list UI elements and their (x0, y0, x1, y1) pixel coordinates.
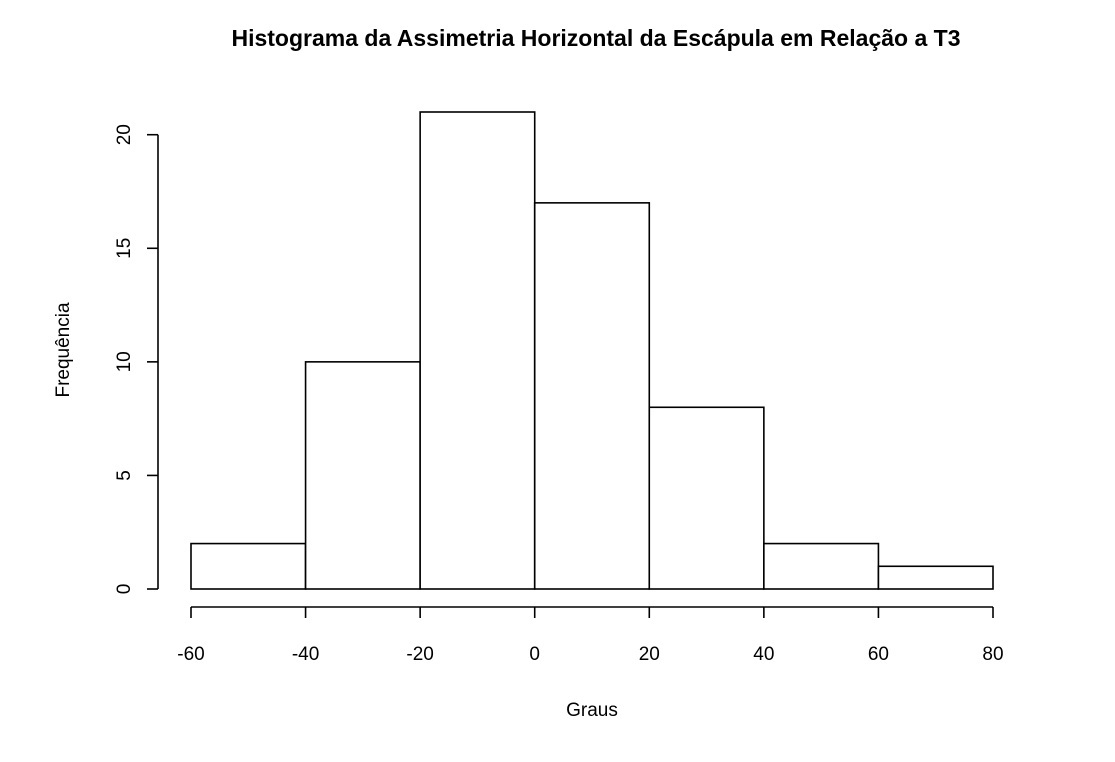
histogram-bar-2 (419, 111, 536, 590)
histogram-bar-0 (190, 542, 307, 590)
histogram-bar-1 (304, 361, 421, 590)
y-tick-label: 0 (114, 584, 135, 595)
x-tick-label: 0 (529, 644, 540, 665)
y-tick-label: 5 (114, 470, 135, 481)
x-tick-label: 40 (753, 644, 774, 665)
chart-title: Histograma da Assimetria Horizontal da E… (231, 25, 960, 51)
y-tick-label: 10 (114, 351, 135, 372)
histogram-bar-3 (533, 202, 651, 590)
x-tick-label: 20 (639, 644, 660, 665)
y-axis: 0 5 10 15 20 (114, 124, 159, 595)
histogram-bar-6 (877, 565, 994, 590)
y-tick-label: 15 (114, 238, 135, 259)
histogram-bar-4 (648, 406, 765, 590)
x-tick-label: -60 (177, 644, 204, 665)
bars-group (190, 111, 994, 590)
x-tick-label: -20 (406, 644, 433, 665)
x-tick-label: 60 (868, 644, 889, 665)
histogram-bar-5 (763, 542, 880, 590)
y-tick-label: 20 (114, 124, 135, 145)
y-axis-label: Frequência (53, 302, 74, 397)
x-axis: -60 -40 -20 0 20 40 60 80 (177, 606, 1004, 665)
x-axis-label: Graus (566, 700, 618, 721)
x-tick-label: 80 (982, 644, 1003, 665)
x-tick-label: -40 (292, 644, 319, 665)
